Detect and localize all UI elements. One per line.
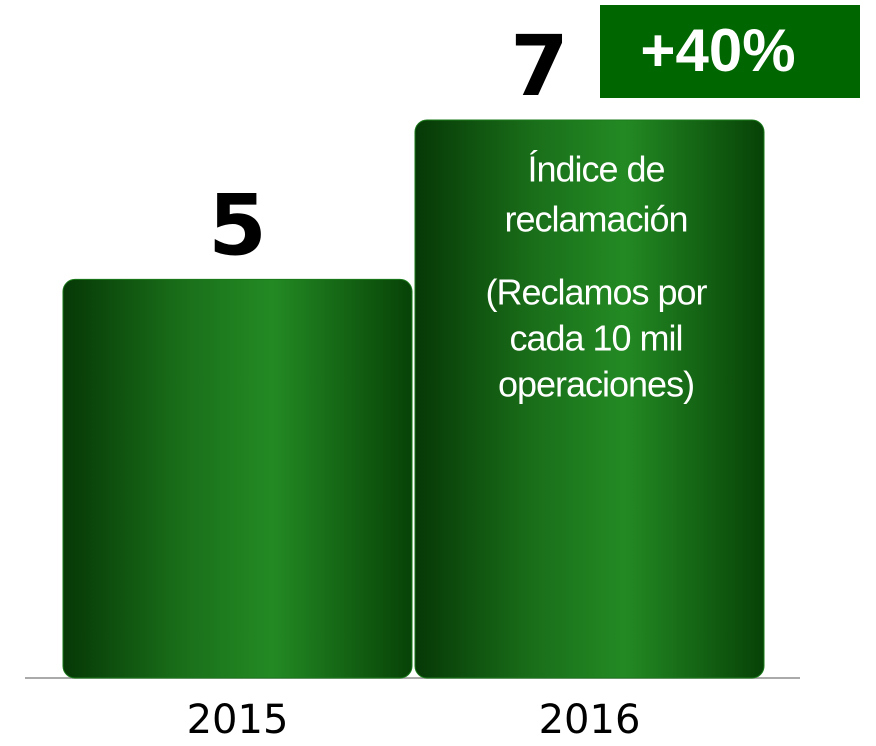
bar: [62, 278, 413, 679]
x-tick-label: 2016: [539, 697, 641, 743]
bar-text: reclamación: [504, 199, 687, 240]
bar-text: Índice de: [527, 149, 664, 190]
value-label: 5: [208, 176, 266, 274]
bar-text: (Reclamos por: [485, 272, 707, 313]
bar-text: operaciones): [498, 364, 694, 405]
value-label: 7: [510, 17, 568, 115]
x-tick-label: 2015: [187, 697, 289, 743]
annotation-box: [600, 5, 860, 98]
bar-text: cada 10 mil: [509, 318, 682, 359]
bar: [414, 119, 765, 679]
annotation: +40%: [640, 17, 795, 84]
